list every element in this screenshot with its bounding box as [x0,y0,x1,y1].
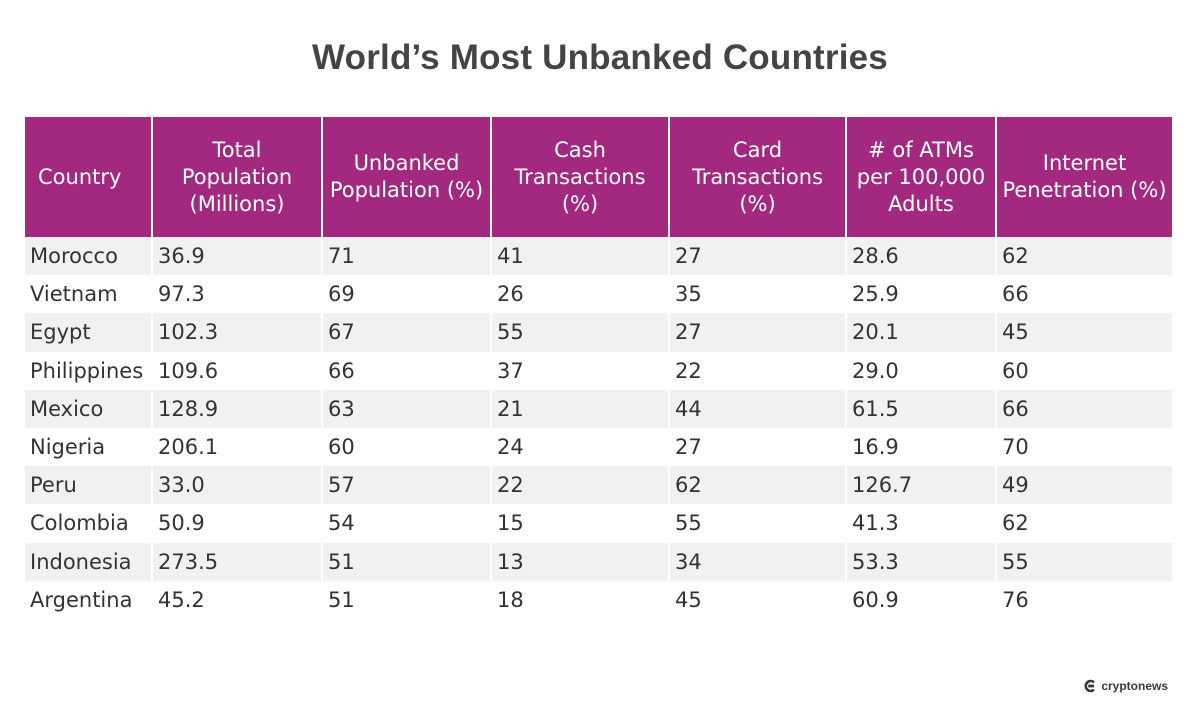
column-header: Unbanked Population (%) [323,117,492,237]
country-cell: Indonesia [25,542,153,581]
value-cell: 15 [492,504,670,543]
value-cell: 50.9 [153,504,323,543]
country-cell: Colombia [25,504,153,543]
value-cell: 27 [670,313,847,352]
value-cell: 66 [323,351,492,390]
value-cell: 53.3 [847,542,997,581]
value-cell: 49 [997,466,1172,505]
value-cell: 273.5 [153,542,323,581]
table-body: Morocco 36.9 71 41 27 28.6 62 Vietnam 97.3 69 26 35… [25,237,1172,619]
country-cell: Peru [25,466,153,505]
value-cell: 22 [670,351,847,390]
table-row: Colombia 50.9 54 15 55 41.3 62 [25,504,1172,543]
country-cell: Egypt [25,313,153,352]
value-cell: 41 [492,237,670,276]
value-cell: 109.6 [153,351,323,390]
value-cell: 29.0 [847,351,997,390]
value-cell: 55 [492,313,670,352]
value-cell: 21 [492,389,670,428]
value-cell: 60 [323,427,492,467]
value-cell: 206.1 [153,427,323,467]
column-header: Internet Penetration (%) [997,117,1172,237]
value-cell: 51 [323,580,492,619]
value-cell: 44 [670,389,847,428]
table-header-row: Country Total Population (Millions) Unba… [25,117,1172,237]
value-cell: 25.9 [847,275,997,314]
value-cell: 54 [323,504,492,543]
table-row: Egypt 102.3 67 55 27 20.1 45 [25,313,1172,352]
value-cell: 27 [670,427,847,467]
cryptonews-logo-icon [1084,679,1096,693]
column-header: Cash Transactions (%) [492,117,670,237]
value-cell: 62 [670,466,847,505]
value-cell: 41.3 [847,504,997,543]
value-cell: 69 [323,275,492,314]
value-cell: 18 [492,580,670,619]
table-row: Morocco 36.9 71 41 27 28.6 62 [25,237,1172,276]
value-cell: 20.1 [847,313,997,352]
value-cell: 60 [997,351,1172,390]
country-cell: Philippines [25,351,153,390]
value-cell: 33.0 [153,466,323,505]
value-cell: 24 [492,427,670,467]
country-cell: Mexico [25,389,153,428]
table-row: Argentina 45.2 51 18 45 60.9 76 [25,580,1172,619]
value-cell: 67 [323,313,492,352]
value-cell: 70 [997,427,1172,467]
value-cell: 66 [997,389,1172,428]
table-row: Mexico 128.9 63 21 44 61.5 66 [25,389,1172,428]
value-cell: 45.2 [153,580,323,619]
value-cell: 55 [670,504,847,543]
country-cell: Nigeria [25,427,153,467]
value-cell: 27 [670,237,847,276]
country-cell: Vietnam [25,275,153,314]
column-header: Country [25,117,153,237]
value-cell: 97.3 [153,275,323,314]
value-cell: 62 [997,504,1172,543]
value-cell: 62 [997,237,1172,276]
table-row: Indonesia 273.5 51 13 34 53.3 55 [25,542,1172,581]
value-cell: 63 [323,389,492,428]
data-table: Country Total Population (Millions) Unba… [25,117,1172,619]
value-cell: 55 [997,542,1172,581]
value-cell: 22 [492,466,670,505]
value-cell: 66 [997,275,1172,314]
table-row: Nigeria 206.1 60 24 27 16.9 70 [25,427,1172,467]
value-cell: 37 [492,351,670,390]
value-cell: 36.9 [153,237,323,276]
value-cell: 61.5 [847,389,997,428]
value-cell: 57 [323,466,492,505]
table-row: Peru 33.0 57 22 62 126.7 49 [25,466,1172,505]
column-header: # of ATMs per 100,000 Adults [847,117,997,237]
value-cell: 102.3 [153,313,323,352]
value-cell: 126.7 [847,466,997,505]
column-header: Total Population (Millions) [153,117,323,237]
country-cell: Morocco [25,237,153,276]
chart-title: World’s Most Unbanked Countries [312,38,888,77]
brand-logo: cryptonews [1083,679,1168,693]
value-cell: 35 [670,275,847,314]
value-cell: 34 [670,542,847,581]
value-cell: 26 [492,275,670,314]
column-header: Card Transactions (%) [670,117,847,237]
table-row: Philippines 109.6 66 37 22 29.0 60 [25,351,1172,390]
value-cell: 16.9 [847,427,997,467]
country-cell: Argentina [25,580,153,619]
value-cell: 45 [997,313,1172,352]
value-cell: 128.9 [153,389,323,428]
brand-name: cryptonews [1101,679,1168,693]
value-cell: 51 [323,542,492,581]
value-cell: 13 [492,542,670,581]
value-cell: 28.6 [847,237,997,276]
value-cell: 76 [997,580,1172,619]
table-row: Vietnam 97.3 69 26 35 25.9 66 [25,275,1172,314]
value-cell: 71 [323,237,492,276]
value-cell: 60.9 [847,580,997,619]
value-cell: 45 [670,580,847,619]
